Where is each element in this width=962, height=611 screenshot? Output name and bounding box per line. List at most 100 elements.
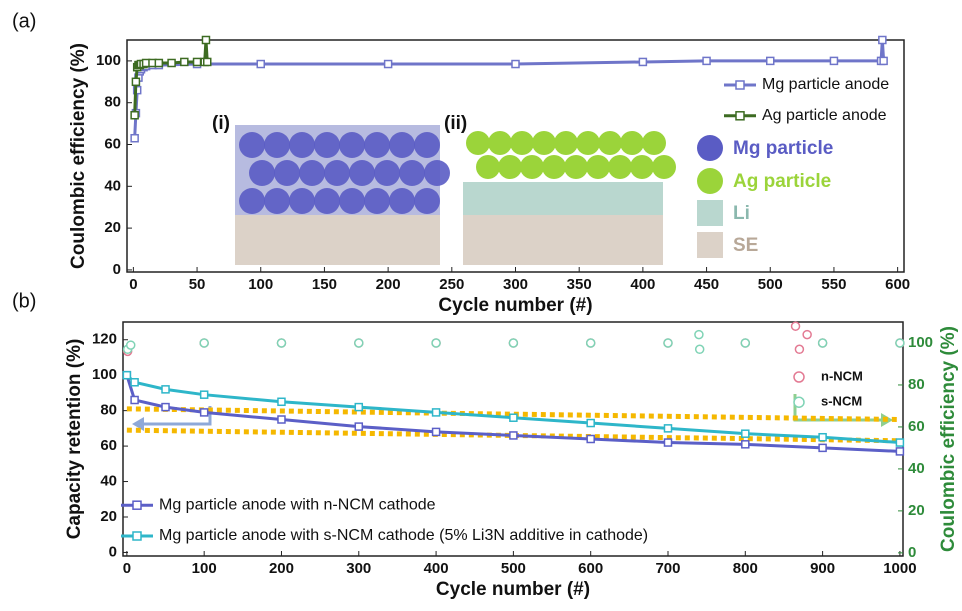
marker xyxy=(199,338,209,348)
y-tick-label: 60 xyxy=(100,437,117,454)
x-tick-label: 600 xyxy=(578,560,603,577)
legend-marker xyxy=(735,111,745,121)
marker xyxy=(277,397,286,407)
particle xyxy=(399,160,425,186)
particle xyxy=(630,155,654,179)
particle xyxy=(314,188,340,214)
particle xyxy=(520,155,544,179)
x-tick-label: 700 xyxy=(655,560,680,577)
marker xyxy=(585,338,596,348)
marker xyxy=(161,402,170,412)
particle xyxy=(564,155,588,179)
y-tick-label: 60 xyxy=(104,135,121,152)
y2-tick-label: 60 xyxy=(908,418,925,435)
x-tick-label: 400 xyxy=(630,276,655,293)
marker xyxy=(586,418,595,428)
marker xyxy=(895,447,905,456)
particle xyxy=(299,160,325,186)
marker xyxy=(431,427,441,437)
guide-line xyxy=(126,406,900,422)
marker xyxy=(694,344,705,355)
particle xyxy=(532,131,556,155)
marker xyxy=(130,110,139,120)
legend-label: Ag particle anode xyxy=(762,107,887,124)
x-tick-label: 800 xyxy=(733,560,758,577)
particle xyxy=(339,188,365,214)
particle xyxy=(576,131,600,155)
marker xyxy=(895,338,905,348)
legend-swatch xyxy=(697,232,723,258)
y-tick-label: 80 xyxy=(100,402,117,419)
marker xyxy=(199,390,209,399)
legend-label: s-NCM xyxy=(821,394,862,409)
marker xyxy=(511,59,520,69)
legend-marker xyxy=(793,396,805,408)
marker xyxy=(817,338,828,348)
x-tick-label: 1000 xyxy=(883,560,916,577)
marker xyxy=(180,57,189,67)
y2-tick-label: 0 xyxy=(908,544,916,561)
particles xyxy=(239,131,676,214)
legend-marker xyxy=(735,80,745,90)
li-layer xyxy=(463,182,663,217)
marker xyxy=(509,431,518,440)
x-tick-label: 500 xyxy=(501,560,526,577)
particle xyxy=(289,188,315,214)
particle xyxy=(314,132,340,158)
marker xyxy=(741,440,750,449)
marker xyxy=(130,395,139,405)
marker xyxy=(161,385,170,394)
y-tick-label: 100 xyxy=(96,52,121,69)
legend-swatch xyxy=(697,200,723,226)
legend-marker xyxy=(793,371,805,383)
particle xyxy=(364,188,390,214)
marker xyxy=(829,56,839,66)
marker xyxy=(638,57,648,67)
y-axis-title: Capacity retention (%) xyxy=(64,339,85,540)
y-tick-label: 40 xyxy=(104,177,121,194)
x-tick-label: 600 xyxy=(885,276,910,293)
particle xyxy=(542,155,566,179)
particle xyxy=(274,160,300,186)
legend-label: Mg particle anode with s-NCM cathode (5%… xyxy=(159,527,648,544)
marker xyxy=(154,58,164,68)
x-tick-label: 0 xyxy=(129,276,137,293)
particle xyxy=(598,131,622,155)
marker xyxy=(895,438,905,447)
x-tick-label: 250 xyxy=(439,276,464,293)
particle xyxy=(554,131,578,155)
particle xyxy=(608,155,632,179)
x-tick-label: 300 xyxy=(346,560,371,577)
marker xyxy=(277,415,286,424)
particle xyxy=(510,131,534,155)
particle xyxy=(239,188,265,214)
y-tick-label: 0 xyxy=(109,543,117,560)
particle xyxy=(239,132,265,158)
particle xyxy=(476,155,500,179)
particle xyxy=(652,155,676,179)
x-tick-label: 350 xyxy=(567,276,592,293)
marker xyxy=(586,434,595,444)
y-tick-label: 80 xyxy=(104,94,121,111)
se-layer xyxy=(235,215,440,265)
marker xyxy=(131,77,141,87)
marker xyxy=(663,438,673,447)
legend-marker xyxy=(132,500,142,510)
particle xyxy=(620,131,644,155)
inset-illustration xyxy=(235,125,723,265)
particle xyxy=(466,131,490,155)
particle xyxy=(289,132,315,158)
x-axis-title: Cycle number (#) xyxy=(438,295,592,316)
marker xyxy=(879,56,888,66)
guide-line xyxy=(126,427,900,444)
marker xyxy=(663,424,673,433)
marker xyxy=(702,56,711,66)
x-tick-label: 0 xyxy=(123,560,131,577)
marker xyxy=(202,57,212,67)
particle xyxy=(642,131,666,155)
arrow-head xyxy=(132,417,144,431)
x-tick-label: 900 xyxy=(810,560,835,577)
marker xyxy=(130,378,139,387)
x-tick-label: 500 xyxy=(758,276,783,293)
